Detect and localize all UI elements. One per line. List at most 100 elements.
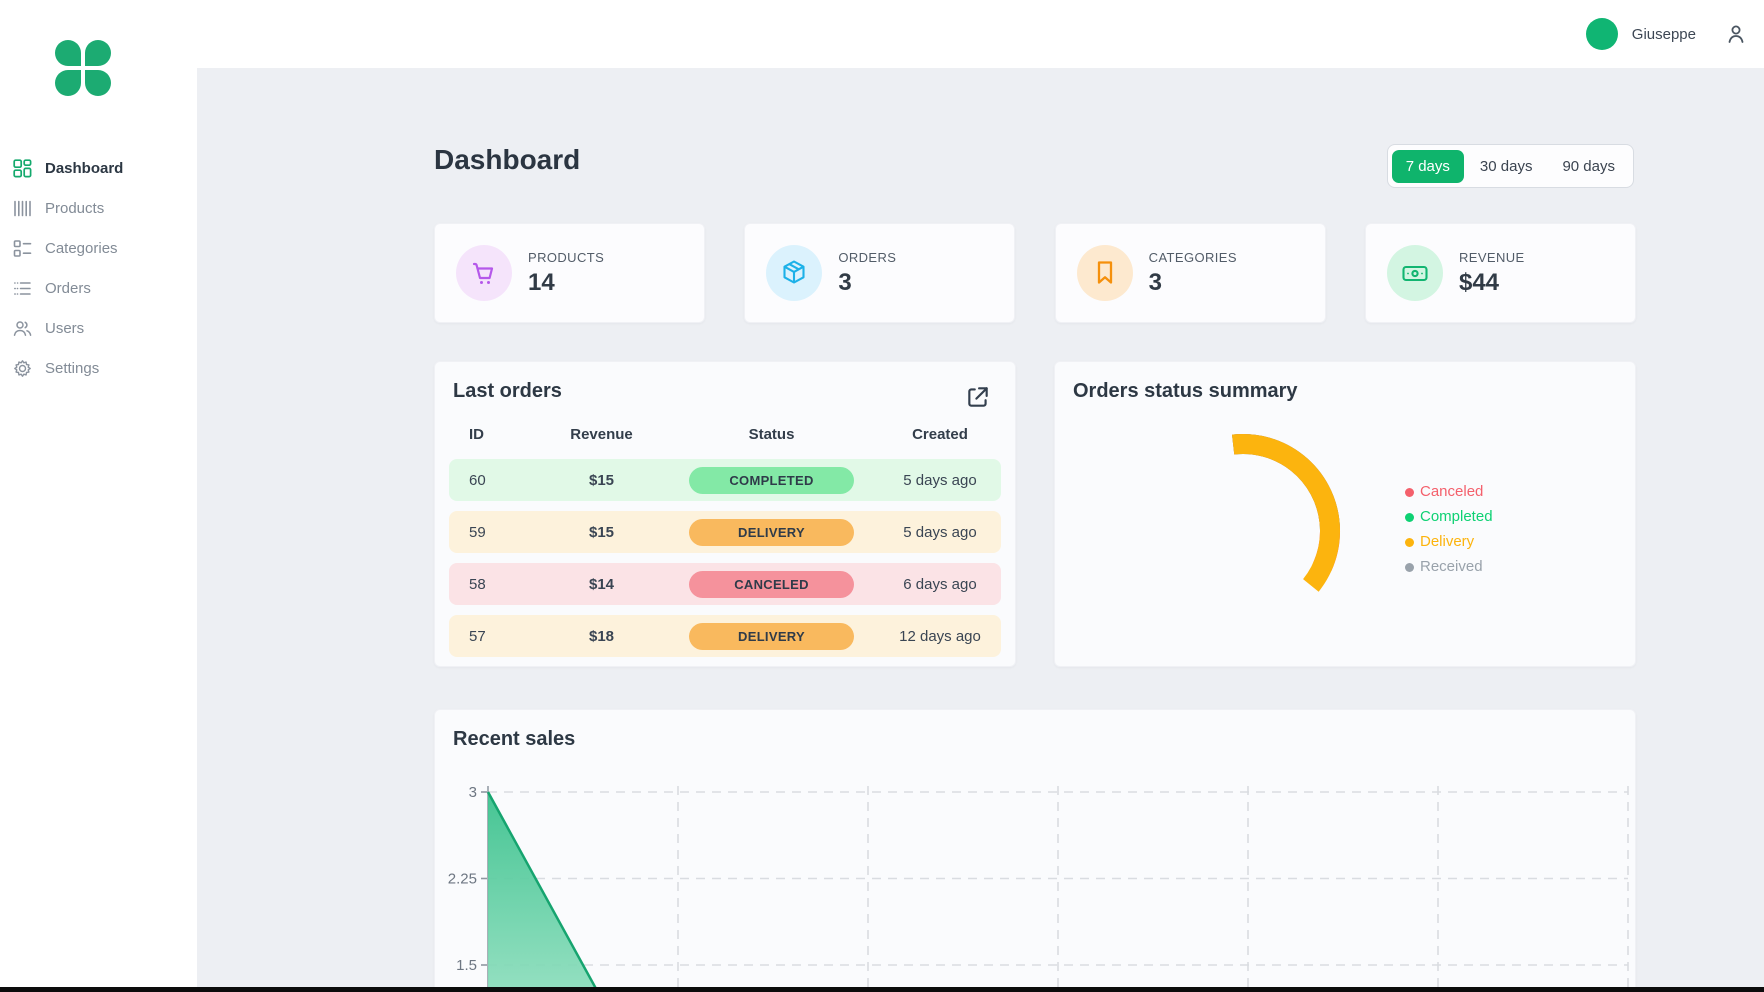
avatar — [1585, 18, 1618, 50]
order-revenue: $15 — [588, 523, 615, 541]
page-title: Dashboard — [434, 144, 581, 175]
sidebar-item-products[interactable]: Products — [10, 188, 189, 228]
main-area: Dashboard 7 days 30 days 90 days PRODUCTS 1… — [197, 68, 1764, 992]
order-created: 6 days ago — [903, 575, 977, 593]
range-button-7-days[interactable]: 7 days — [1391, 149, 1464, 183]
banknote-icon — [1386, 245, 1443, 301]
donut-legend: Canceled Completed Delivery Received — [1405, 482, 1493, 577]
logo-petal — [85, 40, 111, 66]
order-revenue: $15 — [588, 471, 615, 489]
open-orders-external-link-icon[interactable] — [965, 384, 991, 410]
logo-petal — [85, 70, 111, 96]
legend-label: Canceled — [1420, 483, 1484, 500]
last-orders-title: Last orders — [453, 380, 562, 402]
recent-sales-title: Recent sales — [453, 728, 576, 750]
legend-dot-icon — [1405, 512, 1414, 522]
orders-list-icon — [13, 279, 32, 298]
legend-item-completed: Completed — [1405, 507, 1493, 527]
sidebar-item-label: Orders — [45, 279, 91, 297]
sidebar-item-label: Products — [45, 199, 105, 217]
orders-status-donut-chart — [1055, 402, 1435, 637]
last-orders-panel: Last orders ID Revenue Status Created 60 $15… — [434, 361, 1016, 667]
cart-icon — [456, 245, 512, 301]
table-row: 59 $15 DELIVERY 5 days ago — [449, 511, 1001, 553]
user-name: Giuseppe — [1631, 25, 1696, 43]
order-created: 5 days ago — [903, 523, 977, 541]
sidebar-item-label: Dashboard — [45, 159, 124, 177]
package-icon — [766, 245, 823, 301]
stat-label: PRODUCTS — [528, 249, 605, 265]
stat-label: REVENUE — [1458, 249, 1525, 265]
sidebar-item-label: Categories — [45, 239, 118, 257]
order-created: 12 days ago — [899, 627, 981, 645]
order-revenue: $18 — [588, 627, 615, 645]
sidebar-item-categories[interactable]: Categories — [10, 228, 189, 268]
orders-status-title: Orders status summary — [1073, 380, 1298, 402]
stat-value: 14 — [528, 268, 555, 296]
range-button-90-days[interactable]: 90 days — [1548, 150, 1629, 183]
sidebar-item-users[interactable]: Users — [10, 308, 189, 348]
settings-gear-icon — [13, 359, 32, 378]
sidebar-item-label: Settings — [45, 359, 100, 377]
legend-dot-icon — [1405, 562, 1414, 572]
column-header-id: ID — [469, 425, 484, 443]
table-row: 57 $18 DELIVERY 12 days ago — [449, 615, 1001, 657]
legend-item-delivery: Delivery — [1405, 532, 1493, 552]
users-icon — [13, 319, 32, 338]
user-menu[interactable]: Giuseppe — [1585, 18, 1696, 50]
categories-icon — [13, 239, 32, 258]
table-row: 58 $14 CANCELED 6 days ago — [449, 563, 1001, 605]
order-id: 60 — [469, 471, 486, 489]
legend-label: Delivery — [1420, 533, 1475, 550]
stat-card-orders: ORDERS 3 — [744, 223, 1016, 323]
bottom-edge-strip — [0, 987, 1764, 992]
stat-card-categories: CATEGORIES 3 — [1054, 223, 1326, 323]
status-badge: CANCELED — [689, 570, 854, 598]
stat-label: CATEGORIES — [1148, 249, 1237, 265]
stat-card-products: PRODUCTS 14 — [434, 223, 705, 323]
recent-sales-panel: Recent sales 3 2.25 1.5 — [434, 709, 1636, 992]
sidebar-item-label: Users — [45, 319, 85, 337]
column-header-revenue: Revenue — [570, 425, 633, 443]
sidebar: Dashboard Products Categories Orders Users Se… — [0, 0, 197, 992]
logo-petal — [55, 40, 81, 66]
order-id: 58 — [469, 575, 486, 593]
legend-label: Completed — [1420, 508, 1493, 525]
y-tick-label: 3 — [469, 784, 477, 801]
bookmark-icon — [1076, 245, 1133, 301]
legend-item-canceled: Canceled — [1405, 482, 1493, 502]
order-id: 57 — [469, 627, 486, 645]
stat-value: $44 — [1458, 268, 1500, 296]
range-button-30-days[interactable]: 30 days — [1466, 150, 1547, 183]
stat-value: 3 — [1148, 268, 1163, 296]
y-tick-label: 1.5 — [456, 957, 477, 974]
orders-table-header: ID Revenue Status Created — [449, 419, 1001, 449]
person-icon[interactable] — [1724, 22, 1748, 46]
order-id: 59 — [469, 523, 486, 541]
logo-petal — [55, 70, 81, 96]
order-revenue: $14 — [588, 575, 615, 593]
legend-label: Received — [1420, 558, 1483, 575]
y-tick-label: 2.25 — [448, 870, 477, 887]
range-switcher: 7 days 30 days 90 days — [1386, 144, 1634, 188]
sidebar-item-dashboard[interactable]: Dashboard — [10, 148, 189, 188]
orders-status-panel: Orders status summary Canceled Completed D… — [1054, 361, 1636, 667]
order-created: 5 days ago — [903, 471, 977, 489]
legend-dot-icon — [1405, 537, 1414, 547]
column-header-status: Status — [748, 425, 795, 443]
status-badge: DELIVERY — [689, 622, 854, 650]
status-badge: COMPLETED — [689, 466, 854, 494]
donut-segment-delivery — [1146, 434, 1340, 628]
status-badge: DELIVERY — [689, 518, 854, 546]
sidebar-item-orders[interactable]: Orders — [10, 268, 189, 308]
table-row: 60 $15 COMPLETED 5 days ago — [449, 459, 1001, 501]
sidebar-item-settings[interactable]: Settings — [10, 348, 189, 388]
app-logo-icon — [55, 40, 111, 96]
stat-label: ORDERS — [838, 249, 897, 265]
dashboard-grid-icon — [13, 158, 32, 178]
topbar: Giuseppe — [0, 0, 1764, 68]
stat-value: 3 — [838, 268, 852, 296]
legend-item-received: Received — [1405, 557, 1493, 577]
orders-table-body: 60 $15 COMPLETED 5 days ago 59 $15 DELIVERY 5 d… — [449, 459, 1001, 657]
stats-row: PRODUCTS 14 ORDERS 3 CATEGORIES 3 REVENUE $44 — [434, 223, 1636, 323]
